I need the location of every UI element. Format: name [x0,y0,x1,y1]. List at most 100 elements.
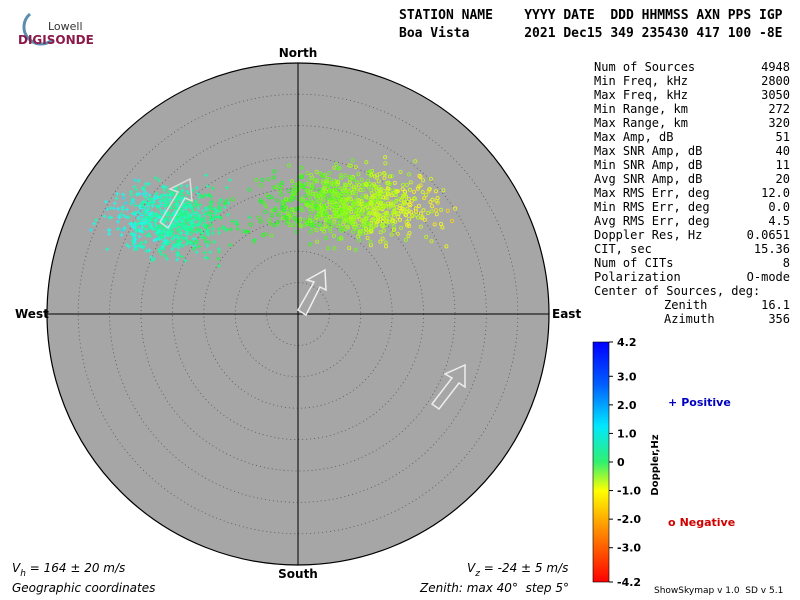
source-negative [321,215,326,220]
source-negative [308,214,313,219]
source-negative [313,204,318,209]
source-negative [398,169,403,174]
source-positive [210,186,215,191]
source-positive [162,234,167,239]
source-negative [354,189,359,194]
source-negative [394,205,399,210]
header-values: Boa Vista 2021 Dec15 349 235430 417 100 … [399,26,783,41]
source-positive [147,192,152,197]
source-negative [378,239,383,244]
source-positive [154,232,159,237]
source-negative [345,225,350,230]
source-positive [143,194,148,199]
source-negative [389,232,394,237]
source-negative [290,192,295,197]
source-positive [199,193,204,198]
source-positive [200,217,205,222]
source-negative [379,201,384,206]
center-value: 356 [768,312,790,326]
source-negative [450,219,455,224]
source-negative [382,171,387,176]
compass-north: North [279,46,317,60]
source-positive [199,228,204,233]
source-negative [272,169,277,174]
source-negative [368,229,373,234]
source-positive [152,238,157,243]
source-positive [167,189,172,194]
source-positive [158,199,163,204]
source-negative [230,197,235,202]
vz: Vz = -24 ± 5 m/s [467,561,568,579]
source-negative [350,191,355,196]
source-positive [183,217,188,222]
stat-value: O-mode [747,270,790,284]
source-negative [385,186,390,191]
source-positive [204,173,209,178]
source-negative [361,187,366,192]
legend-label: Negative [680,516,736,529]
source-negative [302,217,307,222]
source-negative [321,194,326,199]
source-positive [94,218,99,223]
source-positive [146,214,151,219]
source-negative [275,220,280,225]
compass-west: West [15,307,49,321]
stat-value: 272 [768,102,790,116]
source-positive [136,178,141,183]
source-positive [193,199,198,204]
source-negative [444,244,449,249]
source-negative [269,233,274,238]
source-positive [147,181,152,186]
logo-bottom: DIGISONDE [18,33,94,47]
source-positive [134,227,139,232]
source-negative [353,165,358,170]
source-positive [116,206,121,211]
source-negative [441,188,446,193]
source-negative [355,199,360,204]
source-negative [251,239,256,244]
source-positive [178,191,183,196]
source-negative [389,214,394,219]
colorbar-tick-label: 2.0 [617,399,637,412]
source-positive [156,224,161,229]
source-positive [131,224,136,229]
source-positive [129,197,134,202]
source-positive [122,226,127,231]
source-positive [117,215,122,220]
colorbar-tick-label: -3.0 [617,542,641,555]
source-positive [157,247,162,252]
source-positive [195,227,200,232]
source-negative [363,216,368,221]
source-negative [384,244,389,249]
source-positive [228,242,233,247]
source-positive [152,257,157,262]
source-negative [315,207,320,212]
source-negative [332,219,337,224]
source-positive [205,223,210,228]
source-negative [355,208,360,213]
source-positive [157,204,162,209]
source-positive [218,197,223,202]
stat-value: 15.36 [754,242,790,256]
source-negative [439,207,444,212]
source-positive [206,228,211,233]
legend-positive: + Positive [668,396,731,409]
source-negative [353,185,358,190]
source-positive [154,237,159,242]
stat-value: 3050 [761,88,790,102]
source-negative [432,222,437,227]
source-positive [145,203,150,208]
source-negative [306,191,311,196]
source-negative [261,200,266,205]
source-positive [224,185,229,190]
source-positive [149,254,154,259]
source-negative [422,217,427,222]
source-positive [180,188,185,193]
source-positive [216,227,221,232]
source-positive [147,197,152,202]
source-negative [393,199,398,204]
source-negative [396,211,401,216]
legend-symbol: + [668,396,677,409]
stat-label: Max SNR Amp, dB [594,144,702,158]
source-positive [190,223,195,228]
